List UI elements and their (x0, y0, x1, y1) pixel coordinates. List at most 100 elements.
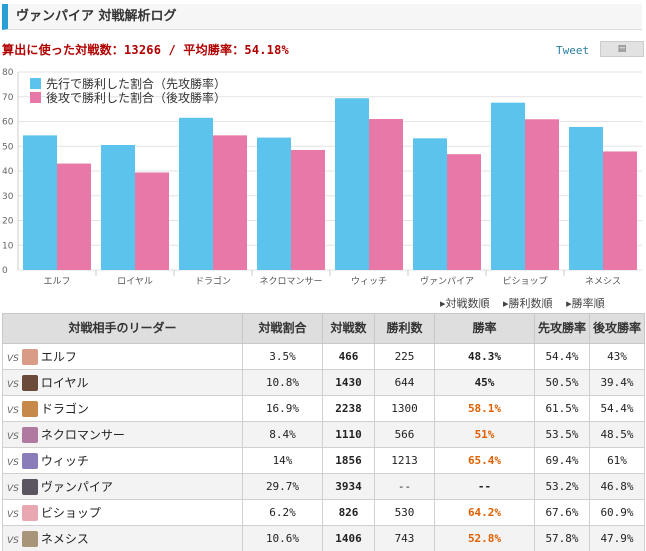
first-rate-cell: 67.6% (534, 499, 590, 526)
ratio-cell: 14% (242, 447, 323, 474)
bar-first (569, 126, 603, 270)
bar-second (135, 172, 169, 270)
first-rate-cell: 53.5% (534, 421, 590, 448)
x-tick-label: ネメシス (585, 276, 621, 287)
ratio-cell: 3.5% (242, 343, 323, 370)
x-tick-label: ネクロマンサー (259, 276, 322, 287)
y-tick-label: 0 (2, 266, 8, 276)
table-row: VS エルフ 3.5% 466 225 48.3% 54.4% 43% (2, 343, 645, 370)
first-rate-cell: 54.4% (534, 343, 590, 370)
bar-second (525, 119, 559, 271)
table-row: VS ネクロマンサー 8.4% 1110 566 51% 53.5% 48.5% (2, 421, 645, 448)
wins-cell: 644 (374, 369, 435, 396)
rate-cell: 52.8% (434, 525, 535, 551)
games-cell: 826 (322, 499, 375, 526)
col-second-rate: 後攻勝率 (589, 313, 645, 344)
sort-options: ▸対戦数順 ▸勝利数順 ▸勝率順 (440, 295, 605, 311)
ratio-cell: 29.7% (242, 473, 323, 500)
second-rate-cell: 43% (589, 343, 645, 370)
vs-label: VS (7, 535, 19, 546)
sort-by-wins[interactable]: ▸勝利数順 (503, 297, 553, 310)
x-tick-label: ヴァンパイア (420, 275, 474, 287)
legend-label: 後攻で勝利した割合（後攻勝率） (46, 90, 226, 105)
bar-second (369, 119, 403, 271)
x-tick-label: ドラゴン (195, 275, 231, 287)
second-rate-cell: 61% (589, 447, 645, 474)
games-cell: 1110 (322, 421, 375, 448)
wins-cell: -- (374, 473, 435, 500)
leader-cell: VS ヴァンパイア (2, 473, 243, 500)
rate-cell: 65.4% (434, 447, 535, 474)
leader-cell: VS ネメシス (2, 525, 243, 551)
y-tick-label: 40 (2, 167, 14, 177)
bar-first (23, 135, 57, 270)
wins-cell: 225 (374, 343, 435, 370)
col-leader: 対戦相手のリーダー (2, 313, 243, 344)
wins-cell: 1213 (374, 447, 435, 474)
wins-cell: 1300 (374, 395, 435, 422)
table-row: VS ウィッチ 14% 1856 1213 65.4% 69.4% 61% (2, 447, 645, 474)
leader-avatar-icon (21, 375, 38, 392)
sort-by-games[interactable]: ▸対戦数順 (440, 297, 490, 310)
col-first-rate: 先攻勝率 (534, 313, 590, 344)
leader-avatar-icon (21, 427, 38, 444)
bar-first (101, 145, 135, 270)
vs-label: VS (7, 431, 19, 442)
games-cell: 3934 (322, 473, 375, 500)
leader-avatar-icon (21, 401, 38, 418)
col-rate: 勝率 (434, 313, 535, 344)
sort-by-rate[interactable]: ▸勝率順 (566, 297, 605, 310)
leader-cell: VS ビショップ (2, 499, 243, 526)
leader-cell: VS ドラゴン (2, 395, 243, 422)
leader-name: ヴァンパイア (40, 479, 113, 494)
bar-first (335, 98, 369, 270)
games-cell: 1856 (322, 447, 375, 474)
second-rate-cell: 46.8% (589, 473, 645, 500)
leader-name: ネクロマンサー (40, 427, 125, 442)
bar-second (57, 163, 91, 270)
table-row: VS ドラゴン 16.9% 2238 1300 58.1% 61.5% 54.4% (2, 395, 645, 422)
table-row: VS ヴァンパイア 29.7% 3934 -- -- 53.2% 46.8% (2, 473, 645, 500)
first-rate-cell: 50.5% (534, 369, 590, 396)
vs-label: VS (7, 483, 19, 494)
leader-avatar-icon (21, 453, 38, 470)
second-rate-cell: 47.9% (589, 525, 645, 551)
leader-name: ネメシス (40, 531, 89, 546)
y-tick-label: 10 (2, 241, 14, 251)
wins-cell: 743 (374, 525, 435, 551)
summary-text: 算出に使った対戦数：13266 / 平均勝率：54.18% (2, 43, 289, 57)
legend-swatch (30, 92, 41, 103)
legend-swatch (30, 78, 41, 89)
first-rate-cell: 57.8% (534, 525, 590, 551)
bar-second (291, 149, 325, 270)
rate-cell: 64.2% (434, 499, 535, 526)
leader-cell: VS ウィッチ (2, 447, 243, 474)
rate-cell: -- (434, 473, 535, 500)
table-header-row: 対戦相手のリーダー 対戦割合 対戦数 勝利数 勝率 先攻勝率 後攻勝率 (2, 313, 645, 344)
bar-first (257, 137, 291, 270)
rate-cell: 45% (434, 369, 535, 396)
second-rate-cell: 54.4% (589, 395, 645, 422)
bar-first (179, 117, 213, 270)
bar-first (413, 138, 447, 270)
bar-second (603, 151, 637, 270)
vs-label: VS (7, 405, 19, 416)
games-cell: 1430 (322, 369, 375, 396)
table-row: VS ロイヤル 10.8% 1430 644 45% 50.5% 39.4% (2, 369, 645, 396)
leader-name: ドラゴン (40, 401, 89, 416)
tweet-button[interactable]: Tweet (556, 44, 590, 57)
second-rate-cell: 48.5% (589, 421, 645, 448)
ratio-cell: 8.4% (242, 421, 323, 448)
rate-cell: 51% (434, 421, 535, 448)
x-tick-label: エルフ (43, 277, 70, 287)
games-cell: 2238 (322, 395, 375, 422)
leader-name: ビショップ (40, 505, 101, 520)
vs-label: VS (7, 457, 19, 468)
games-cell: 466 (322, 343, 375, 370)
vs-label: VS (7, 379, 19, 390)
wins-cell: 566 (374, 421, 435, 448)
y-tick-label: 80 (2, 68, 14, 78)
document-icon[interactable]: ▤ (600, 41, 644, 57)
ratio-cell: 10.6% (242, 525, 323, 551)
games-cell: 1406 (322, 525, 375, 551)
